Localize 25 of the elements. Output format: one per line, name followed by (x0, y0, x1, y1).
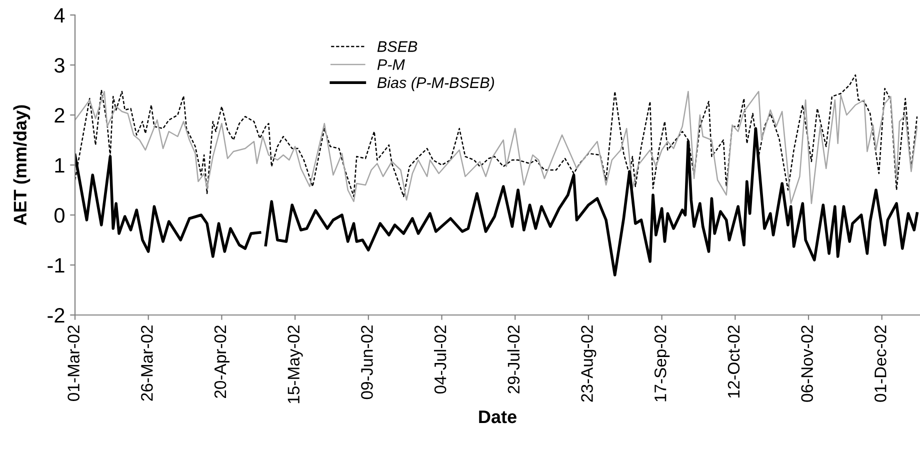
legend-label: P-M (377, 59, 405, 70)
y-axis-title: AET (mm/day) (13, 105, 30, 226)
y-tick-label: 0 (54, 208, 64, 223)
y-tick-label: 2 (54, 108, 64, 123)
x-tick-label: 20-Apr-02 (214, 326, 230, 398)
x-tick-label: 04-Jul-02 (434, 326, 446, 394)
x-tick-label: 01-Mar-02 (68, 326, 80, 401)
x-tick-label: 29-Jul-02 (507, 326, 520, 394)
x-tick-label: 09-Jun-02 (361, 326, 373, 400)
x-tick-label: 06-Nov-02 (801, 326, 813, 402)
legend-label: BSEB (377, 41, 418, 52)
x-tick-label: 01-Dec-02 (874, 326, 886, 402)
x-tick-label: 12-Oct-02 (728, 326, 740, 398)
x-tick-label: 23-Aug-02 (581, 326, 596, 402)
x-tick-label: 15-May-02 (288, 326, 303, 404)
legend-label: Bias (P-M-BSEB) (377, 76, 494, 92)
x-tick-label: 26-Mar-02 (141, 326, 153, 401)
x-axis-title: Date (479, 410, 516, 424)
y-tick-label: -1 (48, 258, 64, 273)
y-tick-label: 3 (54, 58, 64, 73)
x-tick-label: 17-Sep-02 (654, 326, 670, 402)
y-tick-label: 4 (54, 8, 65, 23)
y-tick-label: -2 (48, 308, 64, 323)
y-tick-label: 1 (55, 158, 64, 173)
line-series (75, 90, 918, 204)
